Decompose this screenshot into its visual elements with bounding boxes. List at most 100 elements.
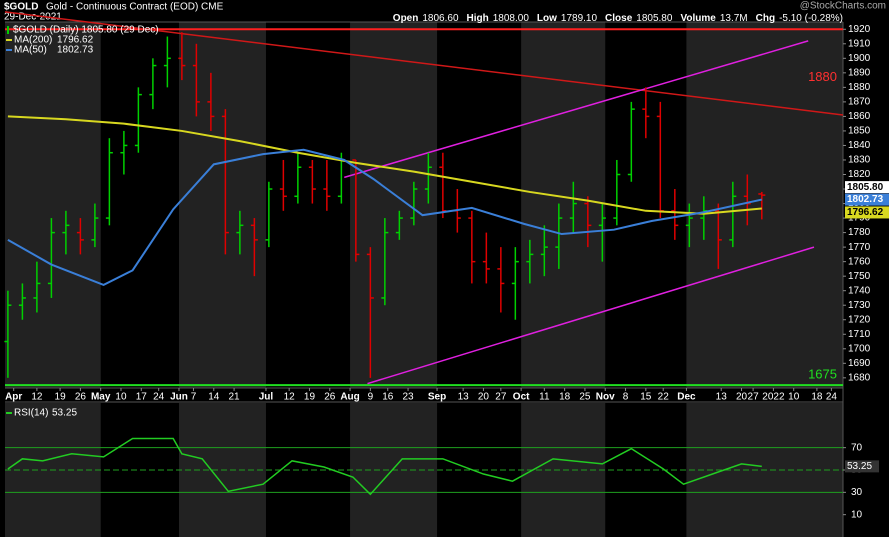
quote-label: Volume xyxy=(680,13,716,24)
value-box xyxy=(845,181,889,194)
annotation: 1675 xyxy=(808,367,837,382)
value-box-label: 1796.62 xyxy=(847,207,884,218)
x-tick-label: 25 xyxy=(579,392,591,403)
quote-label: Open xyxy=(393,13,419,24)
x-tick-label: Oct xyxy=(513,392,530,403)
y-tick-label: 1890 xyxy=(848,67,871,78)
legend-label: MA(50) xyxy=(14,45,47,56)
y-tick-label: 1830 xyxy=(848,155,871,166)
quote-value: 13.7M xyxy=(720,13,748,24)
y-tick-label: 1740 xyxy=(848,285,871,296)
y-tick-label: 1920 xyxy=(848,24,871,35)
quote-label: Low xyxy=(537,13,557,24)
value-box xyxy=(845,193,889,206)
legend-value: 1796.62 xyxy=(57,35,94,46)
y-tick-label: 1870 xyxy=(848,97,871,108)
x-tick-label: 27 xyxy=(748,392,760,403)
value-box-label: 1802.73 xyxy=(847,194,884,205)
rsi-legend-value: 53.25 xyxy=(52,408,77,419)
x-tick-label: Jun xyxy=(170,392,188,403)
value-box-label: 53.25 xyxy=(847,461,872,472)
quote-label: High xyxy=(467,13,489,24)
y-tick-label: 1720 xyxy=(848,314,871,325)
quote-label: Close xyxy=(605,13,633,24)
x-tick-label: 15 xyxy=(640,392,652,403)
x-tick-label: 26 xyxy=(75,392,87,403)
x-tick-label: 20 xyxy=(736,392,748,403)
chart-title: $GOLD xyxy=(4,2,38,13)
x-tick-label: Apr xyxy=(5,392,22,403)
y-tick-label: 1900 xyxy=(848,53,871,64)
x-tick-label: Sep xyxy=(428,392,446,403)
x-tick-label: Aug xyxy=(340,392,359,403)
y-tick-label: 1780 xyxy=(848,227,871,238)
legend-label: MA(200) xyxy=(14,35,52,46)
bands xyxy=(5,22,843,537)
rsi-y-tick-label: 10 xyxy=(851,509,863,520)
rsi-y-tick-label: 30 xyxy=(851,487,863,498)
y-tick-label: 1880 xyxy=(848,82,871,93)
x-tick-label: 12 xyxy=(31,392,43,403)
chart-subtitle: Gold - Continuous Contract (EOD) CME xyxy=(46,2,224,13)
x-tick-label: 21 xyxy=(229,392,241,403)
y-tick-label: 1730 xyxy=(848,300,871,311)
x-tick-label: 17 xyxy=(136,392,148,403)
y-tick-label: 1850 xyxy=(848,126,871,137)
x-tick-label: 27 xyxy=(495,392,507,403)
y-tick-label: 1840 xyxy=(848,140,871,151)
rsi-y-tick-label: 70 xyxy=(851,442,863,453)
month-band xyxy=(686,22,843,388)
x-tick-label: 24 xyxy=(153,392,165,403)
quote-value: 1808.00 xyxy=(493,13,530,24)
x-tick-label: 26 xyxy=(324,392,336,403)
trendline xyxy=(344,40,809,179)
trendline xyxy=(367,246,815,385)
month-band xyxy=(521,22,606,388)
month-band xyxy=(5,22,101,388)
quote-value: 1806.60 xyxy=(422,13,459,24)
x-tick-label: Jul xyxy=(259,392,274,403)
trendline xyxy=(4,11,844,116)
y-tick-label: 1860 xyxy=(848,111,871,122)
y-tick-label: 1750 xyxy=(848,271,871,282)
x-tick-label: 11 xyxy=(539,392,550,403)
rsi-line xyxy=(7,437,762,496)
x-tick-label: 18 xyxy=(811,392,823,403)
legend-value: 1802.73 xyxy=(57,45,94,56)
x-tick-label: 14 xyxy=(208,392,220,403)
month-band xyxy=(178,22,266,388)
quote-label: Chg xyxy=(756,13,775,24)
quote-value: 1789.10 xyxy=(561,13,598,24)
y-tick-label: 1690 xyxy=(848,358,871,369)
x-tick-label: 8 xyxy=(623,392,629,403)
x-tick-label: 7 xyxy=(191,392,197,403)
value-box xyxy=(845,460,879,473)
x-tick-label: 13 xyxy=(716,392,728,403)
x-tick-label: 19 xyxy=(304,392,316,403)
chart-date: 29-Dec-2021 xyxy=(4,12,62,23)
x-tick-label: 18 xyxy=(559,392,571,403)
y-tick-label: 1820 xyxy=(848,169,871,180)
x-tick-label: 9 xyxy=(368,392,374,403)
quote-value: 1805.80 xyxy=(636,13,673,24)
legend-label: $GOLD (Daily) 1805.80 (29 Dec) xyxy=(13,25,159,36)
ma-line xyxy=(7,148,763,286)
rsi-legend-name: RSI(14) xyxy=(14,408,48,419)
x-tick-label: 19 xyxy=(55,392,67,403)
x-tick-label: 12 xyxy=(284,392,296,403)
month-band xyxy=(350,22,438,388)
y-tick-label: 1700 xyxy=(848,343,871,354)
x-tick-label: 24 xyxy=(826,392,838,403)
x-tick-label: May xyxy=(91,392,111,403)
x-tick-label: 22 xyxy=(658,392,670,403)
y-tick-label: 1680 xyxy=(848,372,871,383)
annotation: 1880 xyxy=(808,69,837,84)
x-tick-label: 10 xyxy=(115,392,127,403)
x-tick-label: 16 xyxy=(382,392,394,403)
x-tick-label: 23 xyxy=(402,392,414,403)
watermark: @StockCharts.com xyxy=(800,1,886,12)
y-tick-label: 1770 xyxy=(848,242,871,253)
quote: Open 1806.60 High 1808.00 Low 1789.10 Close 180… xyxy=(393,13,843,24)
ma-line xyxy=(7,115,762,215)
